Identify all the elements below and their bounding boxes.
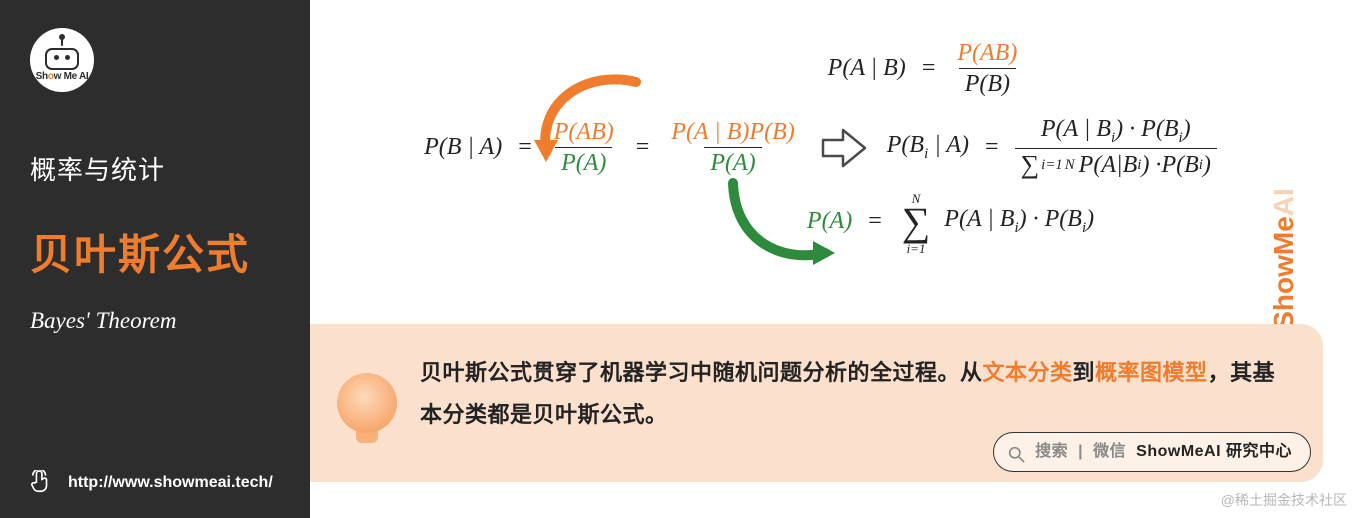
search-icon bbox=[1008, 444, 1025, 461]
formula-area: P(A | B) = P(AB) P(B) P(B | A) = P(AB) P… bbox=[350, 40, 1291, 242]
lightbulb-icon bbox=[328, 353, 406, 453]
sidebar: Show Me AI 概率与统计 贝叶斯公式 Bayes' Theorem ht… bbox=[0, 0, 310, 518]
f-gen-left: P(Bi | A) bbox=[887, 132, 969, 163]
callout-t2: 到 bbox=[1073, 360, 1096, 385]
formula-conditional: P(A | B) = P(AB) P(B) bbox=[560, 40, 1291, 98]
logo-text-p3: w Me AI bbox=[54, 71, 89, 82]
f-mid-f2-den: P(A) bbox=[704, 147, 761, 176]
arrow-green-icon bbox=[725, 175, 835, 277]
footer-link[interactable]: http://www.showmeai.tech/ bbox=[30, 470, 273, 496]
arrow-orange-icon bbox=[528, 70, 648, 172]
equals-icon: = bbox=[868, 208, 882, 235]
f-mid-left: P(B | A) bbox=[424, 134, 502, 161]
sum-sub: i=1 bbox=[907, 242, 926, 255]
divider-icon: | bbox=[1078, 437, 1083, 467]
watermark: @稀土掘金技术社区 bbox=[1221, 490, 1347, 510]
equals-icon: = bbox=[985, 134, 999, 161]
f-top-left: P(A | B) bbox=[828, 55, 906, 82]
callout-h2: 概率图模型 bbox=[1095, 360, 1208, 385]
sigma-icon: N ∑ i=1 bbox=[902, 202, 931, 242]
arrow-right-icon bbox=[819, 126, 869, 170]
category-label: 概率与统计 bbox=[30, 150, 280, 187]
f-gen-den: ∑i=1N P(A | Bi) · P(Bi) bbox=[1015, 148, 1217, 180]
search-hint2: 微信 bbox=[1093, 437, 1126, 467]
search-hint1: 搜索 bbox=[1035, 437, 1068, 467]
logo-text-p1: Sh bbox=[36, 71, 48, 82]
page-title: 贝叶斯公式 bbox=[30, 221, 280, 282]
f-bot-right: P(A | Bi) · P(Bi) bbox=[944, 206, 1094, 237]
formula-total-prob: P(A) = N ∑ i=1 P(A | Bi) · P(Bi) bbox=[610, 202, 1291, 242]
callout-h1: 文本分类 bbox=[983, 360, 1073, 385]
equals-icon: = bbox=[922, 55, 936, 82]
search-pill[interactable]: 搜索 | 微信 ShowMeAI 研究中心 bbox=[993, 432, 1311, 472]
f-top-num: P(AB) bbox=[951, 40, 1023, 68]
cursor-click-icon bbox=[30, 470, 52, 496]
page-subtitle: Bayes' Theorem bbox=[30, 308, 280, 334]
formula-bayes: P(B | A) = P(AB) P(A) = P(A | B)P(B) P(A… bbox=[350, 116, 1291, 180]
footer-url: http://www.showmeai.tech/ bbox=[68, 474, 273, 492]
logo: Show Me AI bbox=[30, 28, 94, 92]
f-gen-num: P(A | Bi) · P(Bi) bbox=[1035, 116, 1197, 148]
callout-t1: 贝叶斯公式贯穿了机器学习中随机问题分析的全过程。从 bbox=[420, 360, 983, 385]
sum-sup: N bbox=[912, 192, 921, 205]
search-bold: ShowMeAI 研究中心 bbox=[1136, 437, 1292, 467]
f-mid-f2-num: P(A | B)P(B) bbox=[665, 119, 800, 147]
main-content: ShowMeAI P(A | B) = P(AB) P(B) P(B | A) … bbox=[310, 0, 1361, 518]
callout-box: 贝叶斯公式贯穿了机器学习中随机问题分析的全过程。从文本分类到概率图模型，其基本分… bbox=[310, 324, 1323, 482]
f-top-den: P(B) bbox=[959, 68, 1016, 97]
